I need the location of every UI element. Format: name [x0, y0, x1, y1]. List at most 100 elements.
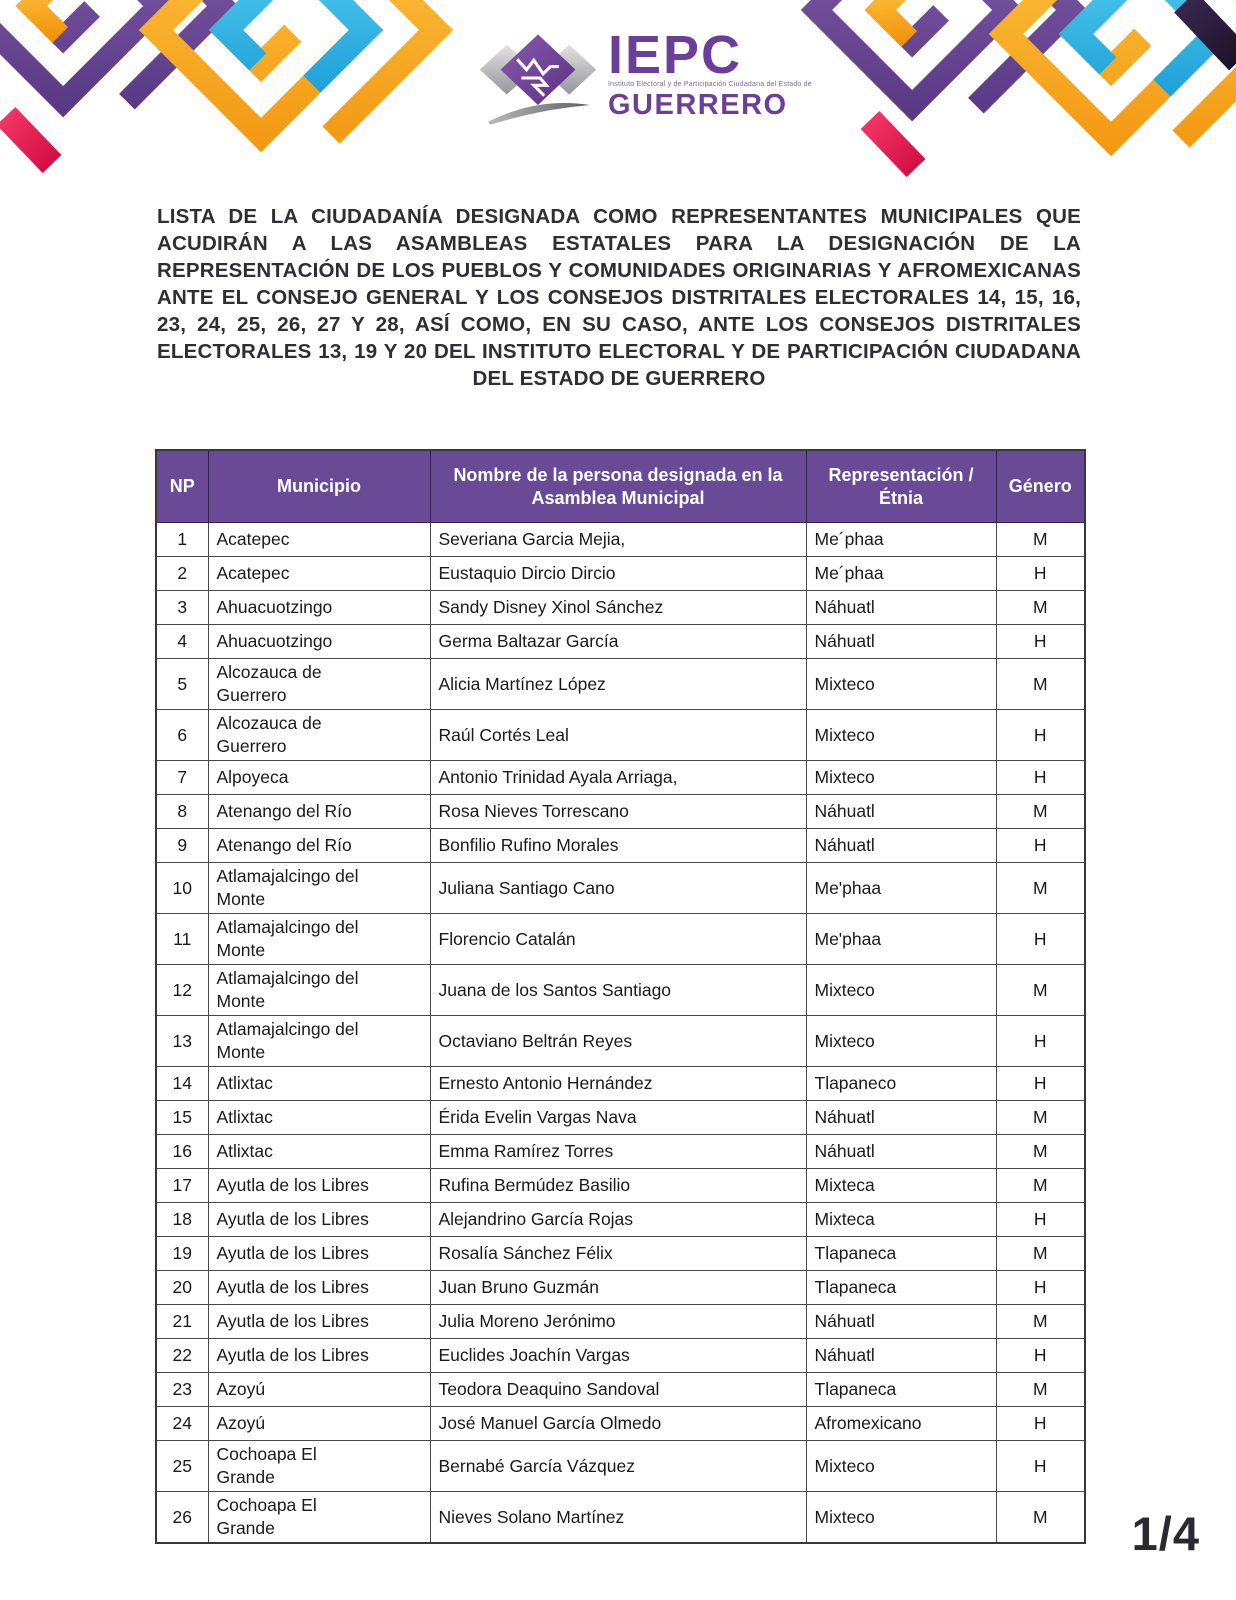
cell-np: 20	[155, 1270, 209, 1305]
cell-nombre: Eustaquio Dircio Dircio	[429, 556, 807, 591]
cell-np: 7	[155, 760, 209, 795]
cell-np: 18	[155, 1202, 209, 1237]
cell-municipio: Acatepec	[207, 556, 431, 591]
cell-etnia: Náhuatl	[805, 1100, 997, 1135]
table-row: 25 Cochoapa El Grande Bernabé García Vázqu…	[155, 1440, 1086, 1492]
cell-etnia: Tlapaneca	[805, 1236, 997, 1271]
cell-etnia: Mixteco	[805, 709, 997, 761]
cell-etnia: Mixteca	[805, 1202, 997, 1237]
table-row: 13 Atlamajalcingo del Monte Octaviano Belt…	[155, 1015, 1086, 1067]
cell-etnia: Me´phaa	[805, 522, 997, 557]
table-row: 12 Atlamajalcingo del Monte Juana de los S…	[155, 964, 1086, 1016]
table-row: 23 Azoyú Teodora Deaquino Sandoval Tlapanec…	[155, 1372, 1086, 1407]
cell-etnia: Náhuatl	[805, 1134, 997, 1169]
cell-genero: M	[995, 1134, 1086, 1169]
cell-genero: M	[995, 1372, 1086, 1407]
cell-genero: M	[995, 1304, 1086, 1339]
table-row: 24 Azoyú José Manuel García Olmedo Afromexi…	[155, 1406, 1086, 1441]
cell-np: 16	[155, 1134, 209, 1169]
table-row: 26 Cochoapa El Grande Nieves Solano Martín…	[155, 1491, 1086, 1544]
cell-nombre: Érida Evelin Vargas Nava	[429, 1100, 807, 1135]
table-row: 14 Atlixtac Ernesto Antonio Hernández Tlapa…	[155, 1066, 1086, 1101]
column-header-nombre: Nombre de la persona designada en la Asa…	[429, 449, 807, 523]
cell-nombre: Rosa Nieves Torrescano	[429, 794, 807, 829]
cell-np: 14	[155, 1066, 209, 1101]
cell-municipio: Azoyú	[207, 1406, 431, 1441]
cell-municipio: Atenango del Río	[207, 828, 431, 863]
cell-genero: H	[995, 709, 1086, 761]
table-row: 8 Atenango del Río Rosa Nieves Torrescano N…	[155, 794, 1086, 829]
cell-etnia: Tlapaneco	[805, 1066, 997, 1101]
cell-genero: H	[995, 1202, 1086, 1237]
cell-genero: H	[995, 1015, 1086, 1067]
column-header-representacion: Representación / Étnia	[805, 449, 997, 523]
cell-municipio: Atlixtac	[207, 1100, 431, 1135]
table-row: 20 Ayutla de los Libres Juan Bruno Guzmán T…	[155, 1270, 1086, 1305]
cell-genero: M	[995, 964, 1086, 1016]
cell-genero: M	[995, 794, 1086, 829]
cell-genero: H	[995, 624, 1086, 659]
cell-nombre: Bonfilio Rufino Morales	[429, 828, 807, 863]
cell-nombre: Julia Moreno Jerónimo	[429, 1304, 807, 1339]
table-row: 18 Ayutla de los Libres Alejandrino García…	[155, 1202, 1086, 1237]
column-header-genero: Género	[995, 449, 1086, 523]
cell-municipio: Alcozauca de Guerrero	[207, 658, 431, 710]
cell-municipio: Cochoapa El Grande	[207, 1491, 431, 1544]
cell-nombre: Euclides Joachín Vargas	[429, 1338, 807, 1373]
table-row: 11 Atlamajalcingo del Monte Florencio Cata…	[155, 913, 1086, 965]
table-row: 16 Atlixtac Emma Ramírez Torres Náhuatl M	[155, 1134, 1086, 1169]
cell-etnia: Náhuatl	[805, 828, 997, 863]
cell-etnia: Me´phaa	[805, 556, 997, 591]
table-row: 17 Ayutla de los Libres Rufina Bermúdez Ba…	[155, 1168, 1086, 1203]
cell-etnia: Mixteco	[805, 1440, 997, 1492]
cell-etnia: Mixteco	[805, 1015, 997, 1067]
cell-municipio: Acatepec	[207, 522, 431, 557]
cell-genero: M	[995, 862, 1086, 914]
cell-municipio: Ahuacuotzingo	[207, 590, 431, 625]
iepc-logo: IEPC Instituto Electoral y de Participac…	[474, 26, 812, 130]
logo-state: GUERRERO	[608, 89, 788, 122]
table-row: 21 Ayutla de los Libres Julia Moreno Jerón…	[155, 1304, 1086, 1339]
cell-np: 26	[155, 1491, 209, 1544]
cell-etnia: Náhuatl	[805, 1304, 997, 1339]
cell-nombre: Sandy Disney Xinol Sánchez	[429, 590, 807, 625]
cell-np: 22	[155, 1338, 209, 1373]
designees-table: NP Municipio Nombre de la persona design…	[155, 449, 1086, 1544]
cell-np: 10	[155, 862, 209, 914]
table-row: 7 Alpoyeca Antonio Trinidad Ayala Arriaga,…	[155, 760, 1086, 795]
cell-municipio: Atlixtac	[207, 1066, 431, 1101]
cell-genero: M	[995, 522, 1086, 557]
cell-nombre: Alicia Martínez López	[429, 658, 807, 710]
cell-nombre: Rufina Bermúdez Basilio	[429, 1168, 807, 1203]
cell-genero: M	[995, 1491, 1086, 1544]
cell-etnia: Náhuatl	[805, 794, 997, 829]
cell-genero: H	[995, 1270, 1086, 1305]
cell-municipio: Cochoapa El Grande	[207, 1440, 431, 1492]
cell-genero: H	[995, 913, 1086, 965]
iepc-logo-icon	[479, 34, 597, 125]
cell-nombre: Juan Bruno Guzmán	[429, 1270, 807, 1305]
cell-np: 24	[155, 1406, 209, 1441]
logo-acronym: IEPC	[608, 25, 743, 85]
cell-np: 12	[155, 964, 209, 1016]
cell-etnia: Tlapaneca	[805, 1270, 997, 1305]
cell-municipio: Ayutla de los Libres	[207, 1236, 431, 1271]
cell-np: 23	[155, 1372, 209, 1407]
cell-np: 6	[155, 709, 209, 761]
cell-municipio: Atlamajalcingo del Monte	[207, 1015, 431, 1067]
cell-municipio: Ayutla de los Libres	[207, 1202, 431, 1237]
cell-etnia: Mixteca	[805, 1168, 997, 1203]
cell-np: 1	[155, 522, 209, 557]
cell-etnia: Náhuatl	[805, 1338, 997, 1373]
cell-nombre: Raúl Cortés Leal	[429, 709, 807, 761]
cell-np: 9	[155, 828, 209, 863]
cell-nombre: Severiana Garcia Mejia,	[429, 522, 807, 557]
table-row: 3 Ahuacuotzingo Sandy Disney Xinol Sánchez…	[155, 590, 1086, 625]
cell-etnia: Mixteco	[805, 658, 997, 710]
column-header-municipio: Municipio	[207, 449, 431, 523]
table-row: 1 Acatepec Severiana Garcia Mejia, Me´phaa M	[155, 522, 1086, 557]
cell-municipio: Ayutla de los Libres	[207, 1270, 431, 1305]
cell-etnia: Mixteco	[805, 1491, 997, 1544]
cell-municipio: Atlixtac	[207, 1134, 431, 1169]
cell-nombre: Alejandrino García Rojas	[429, 1202, 807, 1237]
